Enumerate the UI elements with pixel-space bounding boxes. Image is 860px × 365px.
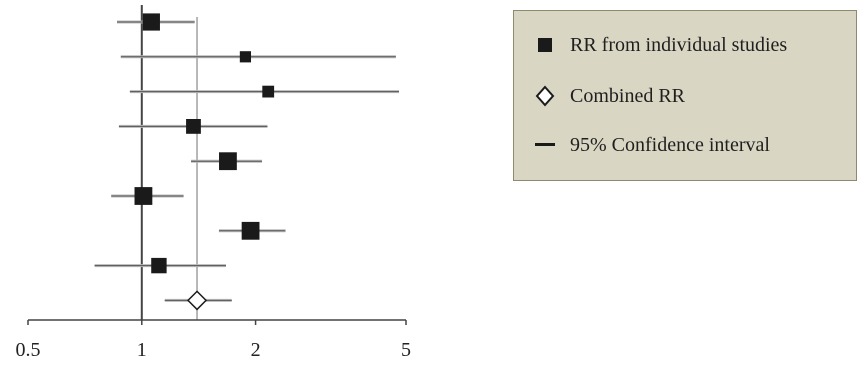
x-tick-label: 0.5 <box>16 339 41 361</box>
x-axis: 0.5 1 2 5 <box>16 319 411 361</box>
x-tick-label: 5 <box>401 339 411 361</box>
study-marker <box>134 187 153 205</box>
x-tick-label: 2 <box>251 339 261 361</box>
open-diamond-icon <box>534 85 556 107</box>
legend: RR from individual studies Combined RR 9… <box>513 10 857 181</box>
study-marker <box>239 51 252 63</box>
ci-line-icon <box>534 134 556 156</box>
study-marker <box>241 221 260 240</box>
study-marker <box>219 152 237 171</box>
study-marker <box>151 257 167 274</box>
legend-label-ci: 95% Confidence interval <box>570 133 770 156</box>
study-markers <box>134 13 275 311</box>
legend-item-ci: 95% Confidence interval <box>534 133 770 157</box>
study-marker <box>186 119 201 134</box>
legend-label-combined: Combined RR <box>570 84 686 107</box>
confidence-intervals <box>94 20 399 302</box>
study-marker <box>262 85 275 98</box>
combined-diamond <box>186 290 208 311</box>
legend-item-combined: Combined RR <box>534 84 685 108</box>
filled-square-icon <box>534 34 556 56</box>
reference-lines <box>140 5 198 320</box>
legend-label-individual: RR from individual studies <box>570 33 788 56</box>
forest-plot: 0.5 1 2 5 <box>16 5 411 361</box>
x-tick-label: 1 <box>137 339 147 361</box>
study-marker <box>142 13 160 31</box>
legend-item-individual: RR from individual studies <box>534 33 787 57</box>
